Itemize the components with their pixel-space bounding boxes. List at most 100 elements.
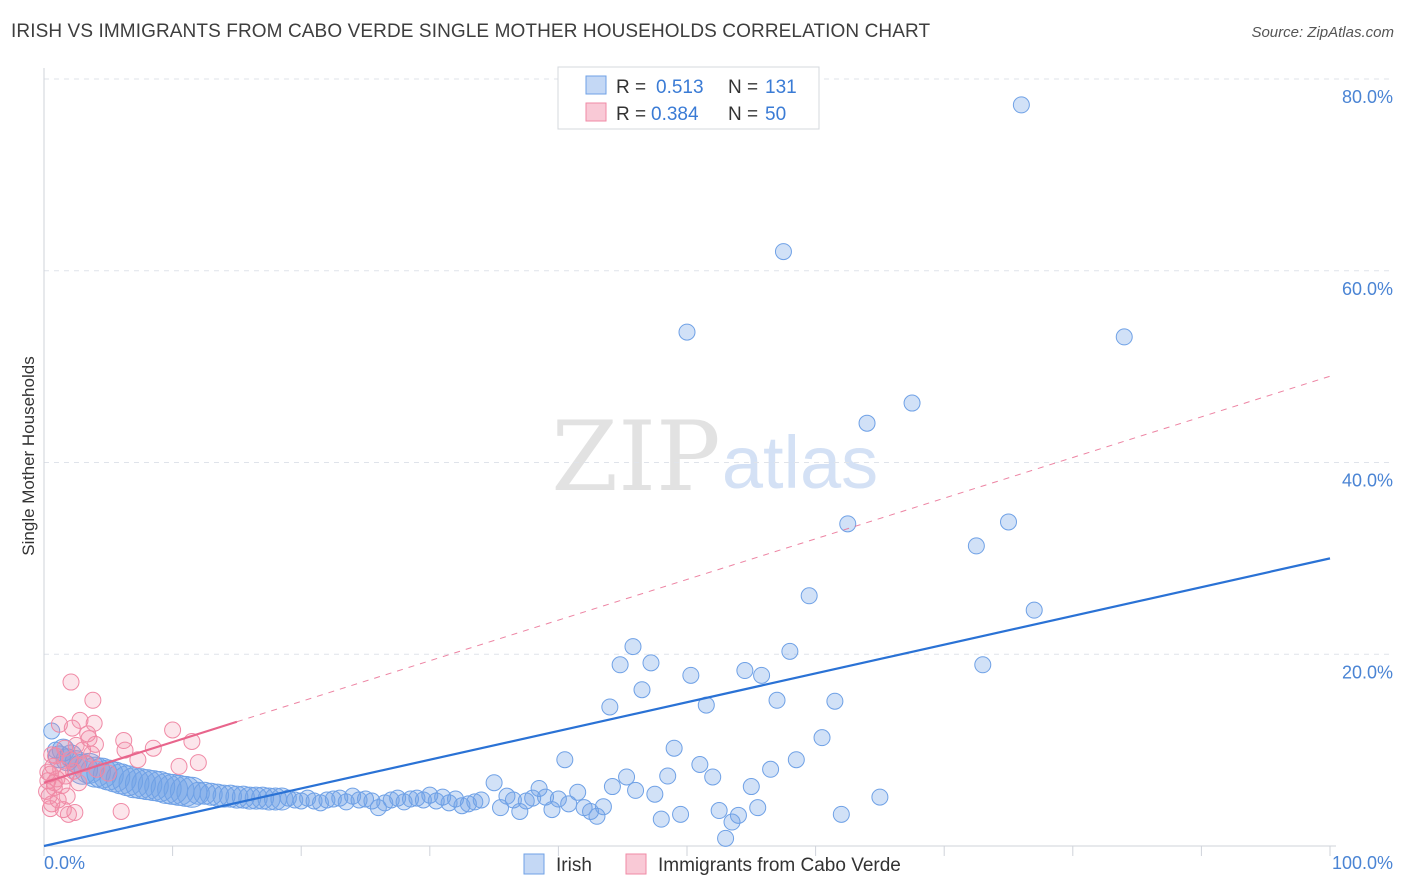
irish-point <box>781 642 799 660</box>
y-axis-title: Single Mother Households <box>19 356 38 555</box>
y-tick-label: 20.0% <box>1342 662 1393 682</box>
bottom-legend-cabo-swatch <box>625 853 647 875</box>
irish-point <box>350 791 368 809</box>
irish-point <box>652 810 670 828</box>
irish-point <box>659 767 677 785</box>
irish-point <box>691 756 709 774</box>
irish-point <box>279 789 297 807</box>
legend-cabo-r-value: 0.384 <box>651 104 699 125</box>
irish-point <box>511 802 529 820</box>
cabo-verde-point <box>41 800 59 818</box>
y-tick-label: 80.0% <box>1342 87 1393 107</box>
irish-point <box>1012 96 1030 114</box>
watermark-zip: ZIP <box>551 401 720 513</box>
y-tick-labels: 20.0% 40.0% 60.0% 80.0% <box>1342 87 1393 682</box>
legend-irish-r-label: R = <box>616 77 651 98</box>
legend-irish-swatch <box>585 75 607 95</box>
cabo-verde-point <box>50 715 68 733</box>
gridlines <box>44 78 1392 655</box>
irish-point <box>768 691 786 709</box>
cabo-verde-point <box>86 735 104 753</box>
irish-point <box>466 793 484 811</box>
cabo-verde-point <box>84 691 102 709</box>
irish-point <box>717 829 735 847</box>
trend-lines <box>43 375 1331 848</box>
irish-point <box>549 790 567 808</box>
irish-point <box>1000 513 1017 531</box>
irish-point <box>212 784 236 808</box>
correlation-legend: R = 0.513 N = 131 R = 0.384 N = 50 <box>557 66 820 130</box>
irish-point <box>193 781 217 805</box>
irish-point <box>186 781 210 805</box>
legend-cabo-n-label: N = <box>728 104 763 125</box>
irish-point <box>1025 601 1043 619</box>
irish-point <box>736 662 754 680</box>
legend-irish-n-value: 131 <box>765 77 797 98</box>
legend-cabo-n-value: 50 <box>765 104 786 125</box>
irish-point <box>618 768 636 786</box>
irish-point <box>839 515 857 533</box>
cabo-verde-point <box>83 745 101 763</box>
irish-point <box>762 760 780 778</box>
cabo-verde-point <box>189 754 207 772</box>
cabo-verde-point <box>129 751 147 769</box>
irish-point <box>967 537 985 555</box>
irish-point <box>1115 328 1133 346</box>
irish-point <box>594 798 612 816</box>
irish-point <box>787 751 805 769</box>
chart-title: IRISH VS IMMIGRANTS FROM CABO VERDE SING… <box>11 21 931 42</box>
irish-point <box>710 802 728 820</box>
cabo-verde-series-points <box>38 673 207 823</box>
axes <box>43 68 1336 847</box>
irish-point <box>459 795 477 813</box>
irish-point <box>974 656 992 674</box>
irish-point <box>603 778 621 796</box>
irish-point <box>633 681 651 699</box>
cabo-verde-point <box>59 805 77 823</box>
irish-point <box>723 813 741 831</box>
irish-trend-line <box>43 557 1331 848</box>
irish-point <box>665 739 683 757</box>
bottom-legend-irish-swatch <box>523 853 545 875</box>
irish-point <box>485 774 503 792</box>
irish-point <box>530 779 548 797</box>
irish-point <box>611 656 629 674</box>
irish-point <box>826 692 844 710</box>
irish-point <box>543 801 561 819</box>
irish-point <box>447 790 465 808</box>
irish-point <box>682 666 700 684</box>
irish-point <box>286 791 304 809</box>
irish-point <box>434 788 452 806</box>
irish-point <box>318 791 336 809</box>
cabo-verde-trend-line <box>43 720 238 784</box>
irish-point <box>642 654 660 672</box>
cabo-verde-point <box>99 764 117 782</box>
irish-point <box>199 782 223 806</box>
y-tick-label: 60.0% <box>1342 279 1393 299</box>
x-tick-label-min: 0.0% <box>44 853 85 873</box>
irish-point <box>588 807 606 825</box>
irish-point <box>627 781 645 799</box>
cabo-verde-point <box>58 787 76 805</box>
irish-point <box>646 785 664 803</box>
cabo-verde-point <box>66 803 84 821</box>
irish-point <box>601 698 619 716</box>
legend-cabo-r-label: R = <box>616 104 651 125</box>
irish-point <box>813 729 831 747</box>
irish-point <box>832 805 850 823</box>
irish-point <box>421 786 439 804</box>
irish-point <box>357 790 374 808</box>
bottom-legend-irish-label: Irish <box>556 855 592 876</box>
irish-point <box>305 792 323 810</box>
legend-irish-r-value: 0.513 <box>656 77 704 98</box>
irish-point <box>556 751 574 769</box>
irish-point <box>218 784 242 808</box>
irish-point <box>363 792 381 810</box>
irish-point <box>749 799 767 817</box>
source-credit: Source: ZipAtlas.com <box>1251 24 1394 41</box>
irish-point <box>337 793 355 811</box>
irish-point <box>704 768 722 786</box>
cabo-verde-point <box>43 746 61 764</box>
irish-point <box>678 323 696 341</box>
y-tick-label: 40.0% <box>1342 471 1393 491</box>
